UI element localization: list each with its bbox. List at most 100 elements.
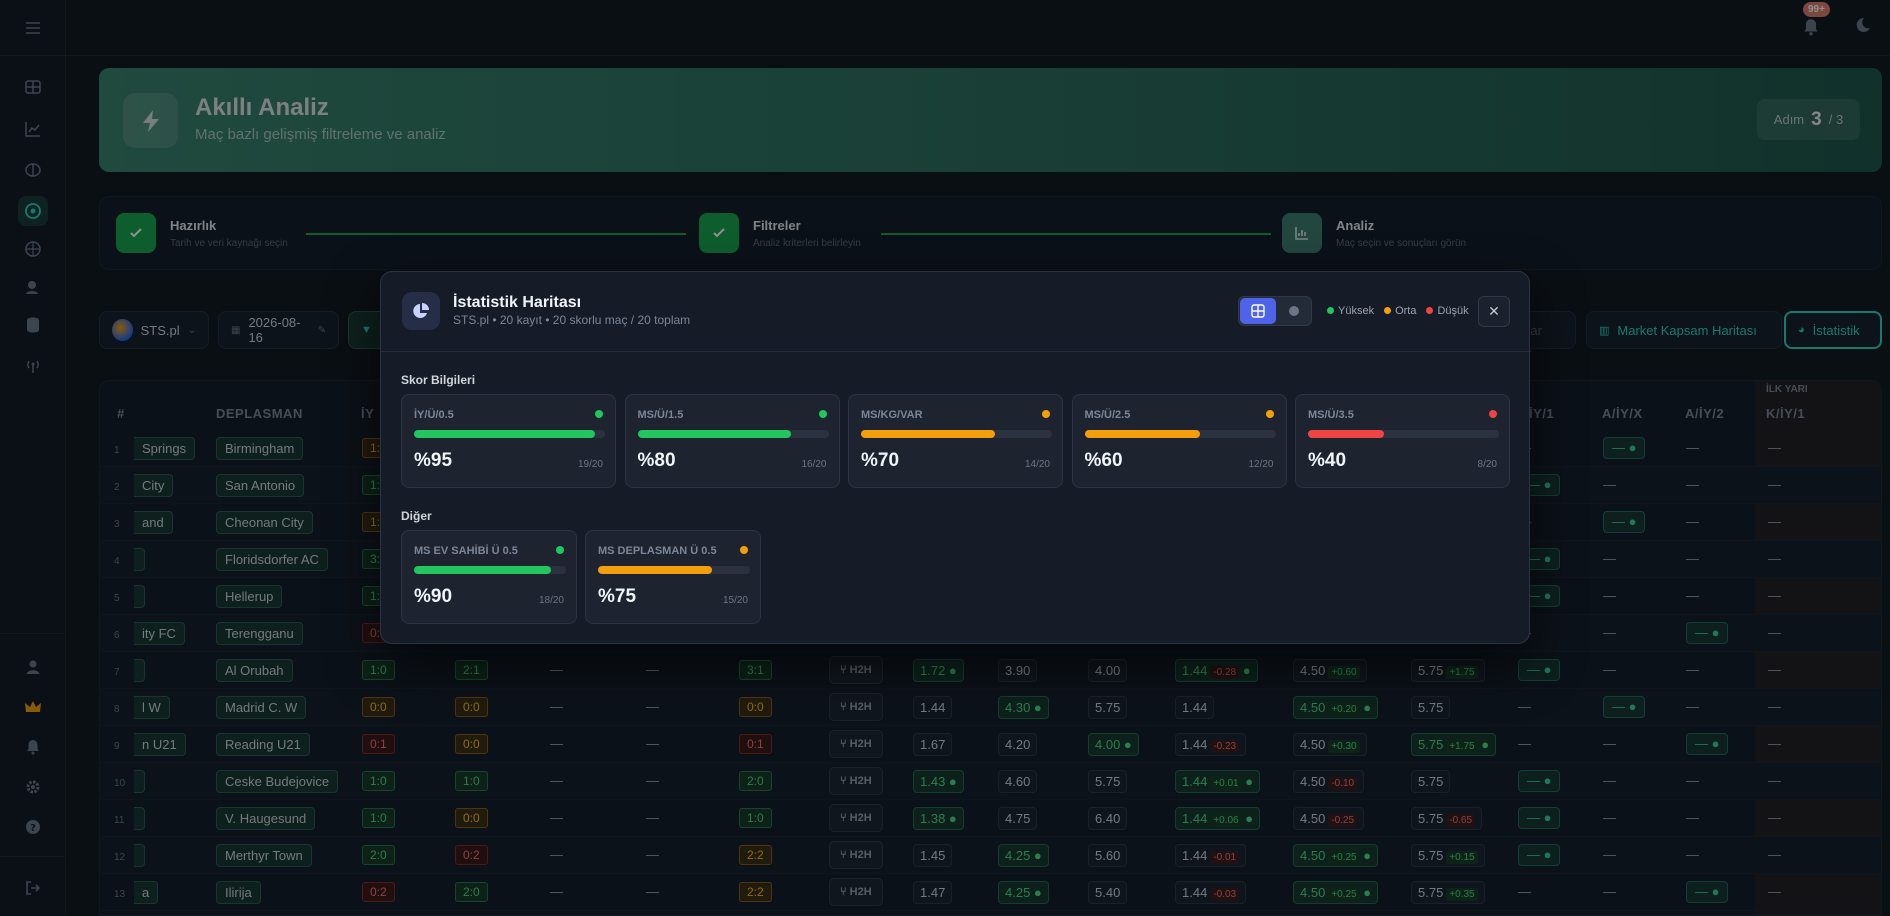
home-team[interactable]: a — [134, 881, 159, 904]
prev-odd-1[interactable]: 1.44 — [1175, 696, 1215, 719]
table-row[interactable]: 8 l W Madrid C. W 0:0 0:0 — — 0:0 ⑂ H2H 1.44 4.30 … — [100, 689, 1881, 726]
logout-icon[interactable] — [18, 873, 48, 903]
away-team[interactable]: Ilirija — [216, 881, 261, 904]
odd-x[interactable]: 4.60 — [998, 770, 1038, 793]
brain-icon[interactable] — [18, 155, 48, 185]
away-team[interactable]: Merthyr Town — [216, 844, 312, 867]
odd-x[interactable]: 4.75 — [998, 807, 1038, 830]
odd-2[interactable]: 4.00 ● — [1088, 733, 1139, 756]
prev-odd-1[interactable]: 1.44 +0.01 ● — [1175, 770, 1261, 793]
odd-1[interactable]: 1.45 — [913, 844, 953, 867]
close-button[interactable]: ✕ — [1478, 296, 1510, 327]
stat-card[interactable]: MS/Ü/2.5 %60 12/20 — [1071, 394, 1287, 488]
h2h-button[interactable]: ⑂ H2H — [829, 878, 883, 906]
table-row[interactable]: 9 n U21 Reading U21 0:1 0:0 — — 0:1 ⑂ H2H 1.67 4.2… — [100, 726, 1881, 763]
menu-toggle[interactable] — [0, 0, 65, 56]
prev-odd-x[interactable]: 4.50 +0.25 ● — [1293, 844, 1379, 867]
odd-1[interactable]: 1.43 ● — [913, 770, 964, 793]
h2h-button[interactable]: ⑂ H2H — [829, 693, 883, 721]
h2h-button[interactable]: ⑂ H2H — [829, 767, 883, 795]
prev-odd-2[interactable]: 5.75 — [1411, 770, 1451, 793]
odd-1[interactable]: 1.47 — [913, 881, 953, 904]
prev-odd-x[interactable]: 4.50 -0.25 — [1293, 807, 1365, 830]
col-a-iy-x[interactable]: A/İY/X — [1602, 406, 1643, 421]
h2h-button[interactable]: ⑂ H2H — [829, 730, 883, 758]
prev-odd-x[interactable]: 4.50 -0.10 — [1293, 770, 1365, 793]
col-away[interactable]: DEPLASMAN — [216, 406, 303, 421]
odd-2[interactable]: 4.00 — [1088, 659, 1128, 682]
odd-2[interactable]: 5.60 — [1088, 844, 1128, 867]
away-team[interactable]: Hellerup — [216, 585, 283, 608]
prev-odd-1[interactable]: 1.44 +0.06 ● — [1175, 807, 1261, 830]
step-preparation[interactable]: Hazırlık Tarih ve veri kaynağı seçin — [116, 213, 288, 253]
home-team[interactable] — [134, 844, 145, 867]
away-team[interactable]: Al Orubah — [216, 659, 293, 682]
odd-2[interactable]: 5.75 — [1088, 770, 1128, 793]
prev-odd-2[interactable]: 5.75 — [1411, 696, 1451, 719]
h2h-button[interactable]: ⑂ H2H — [829, 656, 883, 684]
home-team[interactable] — [134, 807, 145, 830]
odd-2[interactable]: 5.40 — [1088, 881, 1128, 904]
col-a-iy-2[interactable]: A/İY/2 — [1685, 406, 1725, 421]
home-team[interactable] — [134, 585, 145, 608]
away-team[interactable]: Ceske Budejovice — [216, 770, 339, 793]
prev-odd-x[interactable]: 4.50 +0.20 ● — [1293, 696, 1379, 719]
help-icon[interactable]: ? — [18, 812, 48, 842]
user-icon[interactable] — [18, 652, 48, 682]
home-team[interactable]: ity FC — [134, 622, 185, 645]
stat-card[interactable]: MS EV SAHİBİ Ü 0.5 %90 18/20 — [401, 530, 577, 624]
bubble-view-button[interactable] — [1277, 298, 1311, 324]
odd-1[interactable]: 1.44 — [913, 696, 953, 719]
odd-x[interactable]: 4.25 ● — [998, 881, 1049, 904]
basketball-icon[interactable] — [18, 234, 48, 264]
away-team[interactable]: Floridsdorfer AC — [216, 548, 328, 571]
prev-odd-1[interactable]: 1.44 -0.23 — [1175, 733, 1247, 756]
prev-odd-x[interactable]: 4.50 +0.25 ● — [1293, 881, 1379, 904]
prev-odd-x[interactable]: 4.50 +0.30 — [1293, 733, 1367, 756]
table-row[interactable]: 7 Al Orubah 1:0 2:1 — — 3:1 ⑂ H2H 1.72 ● 3.90 4.0… — [100, 652, 1881, 689]
prev-odd-2[interactable]: 5.75 +0.15 — [1411, 844, 1485, 867]
theme-toggle-button[interactable] — [1854, 17, 1870, 36]
col-iy[interactable]: İY — [361, 406, 375, 421]
col-k-iy-1[interactable]: K/İY/1 — [1766, 406, 1806, 421]
step-analysis[interactable]: Analiz Maç seçin ve sonuçları görün — [1282, 213, 1466, 253]
prev-odd-2[interactable]: 5.75 +1.75 — [1411, 659, 1485, 682]
away-team[interactable]: San Antonio — [216, 474, 305, 497]
prev-odd-x[interactable]: 4.50 +0.60 — [1293, 659, 1367, 682]
hamburger-icon[interactable] — [25, 21, 41, 35]
away-team[interactable]: V. Haugesund — [216, 807, 316, 830]
home-team[interactable]: n U21 — [134, 733, 186, 756]
notifications-button[interactable]: 99+ — [1800, 2, 1830, 38]
odd-x[interactable]: 4.25 ● — [998, 844, 1049, 867]
crown-icon[interactable] — [18, 692, 48, 722]
home-team[interactable]: City — [134, 474, 174, 497]
stat-card[interactable]: MS DEPLASMAN Ü 0.5 %75 15/20 — [585, 530, 761, 624]
odd-x[interactable]: 4.20 — [998, 733, 1038, 756]
source-selector[interactable]: STS.pl ⌄ — [99, 311, 209, 349]
stat-card[interactable]: MS/Ü/1.5 %80 16/20 — [624, 394, 840, 488]
market-map-button[interactable]: ▥ Market Kapsam Haritası — [1586, 311, 1782, 349]
date-picker[interactable]: ▦ 2026-08-16 ✎ — [218, 311, 339, 349]
odd-1[interactable]: 1.67 — [913, 733, 953, 756]
table-row[interactable]: 10 Ceske Budejovice 1:0 1:0 — — 2:0 ⑂ H2H 1.43 … — [100, 763, 1881, 800]
away-team[interactable]: Madrid C. W — [216, 696, 307, 719]
away-team[interactable]: Terengganu — [216, 622, 303, 645]
prev-odd-2[interactable]: 5.75 +1.75 ● — [1411, 733, 1497, 756]
signal-tower-icon[interactable] — [18, 350, 48, 380]
home-team[interactable]: Springs — [134, 437, 196, 460]
odd-2[interactable]: 6.40 — [1088, 807, 1128, 830]
bell-icon[interactable] — [18, 732, 48, 762]
prev-odd-1[interactable]: 1.44 -0.03 — [1175, 881, 1247, 904]
prev-odd-1[interactable]: 1.44 -0.01 — [1175, 844, 1247, 867]
col-num[interactable]: # — [117, 406, 125, 421]
football-icon[interactable] — [18, 196, 48, 226]
settings-gear-icon[interactable] — [18, 772, 48, 802]
prev-odd-2[interactable]: 5.75 +0.35 — [1411, 881, 1485, 904]
stat-card[interactable]: MS/KG/VAR %70 14/20 — [848, 394, 1063, 488]
dashboard-icon[interactable] — [18, 72, 48, 102]
table-row[interactable]: 11 V. Haugesund 1:0 0:0 — — 1:0 ⑂ H2H 1.38 ● 4.7… — [100, 800, 1881, 837]
stat-card[interactable]: MS/Ü/3.5 %40 8/20 — [1295, 394, 1510, 488]
odd-x[interactable]: 4.30 ● — [998, 696, 1049, 719]
odd-1[interactable]: 1.38 ● — [913, 807, 964, 830]
h2h-button[interactable]: ⑂ H2H — [829, 841, 883, 869]
